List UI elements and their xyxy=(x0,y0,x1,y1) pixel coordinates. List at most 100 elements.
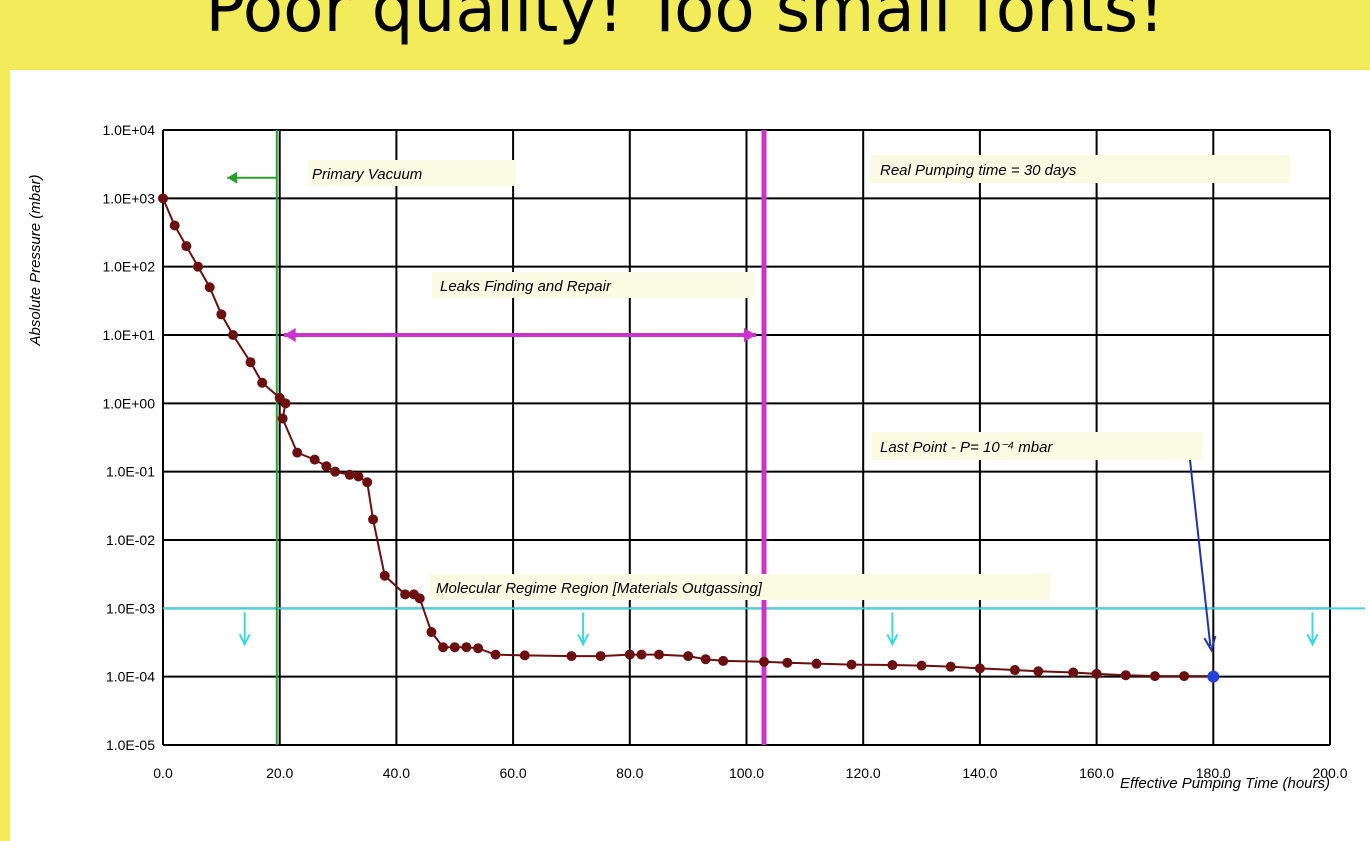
last-point-arrow-head xyxy=(1203,635,1217,653)
x-tick-label: 80.0 xyxy=(616,765,643,781)
data-point xyxy=(1091,668,1102,679)
last-point-label-bg xyxy=(872,432,1202,460)
data-point xyxy=(379,570,390,581)
x-axis-title: Effective Pumping Time (hours) xyxy=(1120,775,1330,792)
leaks-arrow-head-right xyxy=(744,328,757,342)
x-tick-label: 100.0 xyxy=(729,765,764,781)
leaks-label: Leaks Finding and Repair xyxy=(440,278,612,295)
data-point xyxy=(636,649,647,660)
data-point xyxy=(344,469,355,480)
primary-vacuum-label: Primary Vacuum xyxy=(312,166,422,183)
data-point xyxy=(519,650,530,661)
molecular-label-bg xyxy=(430,574,1050,600)
tick-labels: 0.0 20.0 40.0 60.0 80.0 100.0 120.0 140.0 160.0 1… xyxy=(102,122,1347,781)
data-point xyxy=(718,655,729,666)
data-point xyxy=(216,309,227,320)
data-point xyxy=(449,642,460,653)
data-point xyxy=(1068,667,1079,678)
real-time-label-bg xyxy=(870,155,1290,183)
data-point xyxy=(624,649,635,660)
data-point xyxy=(566,651,577,662)
data-point xyxy=(887,660,898,671)
y-tick-label: 1.0E+02 xyxy=(102,259,155,275)
molecular-arrow-head xyxy=(238,633,251,647)
molecular-arrow-head xyxy=(1306,633,1319,647)
data-point xyxy=(193,261,204,272)
data-point xyxy=(353,471,364,482)
x-tick-label: 40.0 xyxy=(383,765,410,781)
x-tick-label: 160.0 xyxy=(1079,765,1114,781)
last-point-marker xyxy=(1207,670,1220,683)
x-tick-label: 180.0 xyxy=(1196,765,1231,781)
data-point xyxy=(204,282,215,293)
x-tick-label: 140.0 xyxy=(962,765,997,781)
x-tick-label: 20.0 xyxy=(266,765,293,781)
data-point xyxy=(257,377,268,388)
data-point xyxy=(1179,671,1190,682)
data-point xyxy=(362,477,373,488)
data-point xyxy=(782,657,793,668)
data-point xyxy=(245,357,256,368)
data-point xyxy=(292,447,303,458)
slide-headline: Poor quality! Too small fonts! xyxy=(205,0,1165,47)
data-point xyxy=(368,514,379,525)
x-tick-label: 120.0 xyxy=(846,765,881,781)
data-point xyxy=(169,220,180,231)
data-point xyxy=(321,461,332,472)
data-point xyxy=(759,656,770,667)
data-point xyxy=(700,654,711,665)
data-series xyxy=(158,193,1220,683)
y-tick-label: 1.0E-01 xyxy=(106,464,155,480)
data-point xyxy=(846,659,857,670)
last-point-label: Last Point - P= 10⁻⁴ mbar xyxy=(880,439,1053,456)
data-point xyxy=(1149,671,1160,682)
y-tick-label: 1.0E-03 xyxy=(106,600,155,616)
real-time-label: Real Pumping time = 30 days xyxy=(880,162,1077,179)
data-point xyxy=(280,398,291,409)
data-point xyxy=(438,642,449,653)
primary-vacuum-label-bg xyxy=(308,160,516,186)
data-point xyxy=(653,649,664,660)
molecular-arrow-head xyxy=(886,633,899,647)
primary-vacuum-arrow-head xyxy=(227,171,238,184)
annotations: Primary Vacuum Real Pumping time = 30 day… xyxy=(308,155,1290,600)
data-point xyxy=(277,413,288,424)
y-tick-label: 1.0E-04 xyxy=(106,669,155,685)
data-point xyxy=(916,660,927,671)
leaks-label-bg xyxy=(432,272,754,298)
y-tick-label: 1.0E-02 xyxy=(106,532,155,548)
y-tick-label: 1.0E-05 xyxy=(106,737,155,753)
reference-lines xyxy=(163,130,1365,745)
last-point-arrow xyxy=(1188,459,1212,647)
data-point xyxy=(181,241,192,252)
y-tick-label: 1.0E+04 xyxy=(102,122,155,138)
data-point xyxy=(461,642,472,653)
y-axis-title: Absolute Pressure (mbar) xyxy=(27,175,44,347)
data-point xyxy=(228,330,239,340)
y-tick-label: 1.0E+03 xyxy=(102,190,155,206)
molecular-arrow-head xyxy=(577,633,590,647)
data-point xyxy=(683,651,694,662)
x-tick-label: 0.0 xyxy=(153,765,173,781)
data-point xyxy=(945,661,956,672)
leaks-arrow-head-left xyxy=(283,328,296,342)
y-tick-label: 1.0E+00 xyxy=(102,395,155,411)
data-point xyxy=(1033,666,1044,677)
data-point xyxy=(974,663,985,674)
data-point xyxy=(490,649,501,660)
data-point xyxy=(330,466,341,477)
data-point xyxy=(414,593,425,604)
data-point xyxy=(426,627,437,638)
y-tick-label: 1.0E+01 xyxy=(102,327,155,343)
molecular-label: Molecular Regime Region [Materials Outga… xyxy=(436,580,763,597)
data-point xyxy=(309,454,320,465)
data-point xyxy=(595,651,606,662)
data-point xyxy=(158,193,168,204)
data-point xyxy=(473,643,484,654)
x-tick-label: 200.0 xyxy=(1312,765,1347,781)
data-point xyxy=(1120,670,1131,681)
x-tick-label: 60.0 xyxy=(499,765,526,781)
data-point xyxy=(811,658,822,669)
data-point xyxy=(400,589,411,600)
